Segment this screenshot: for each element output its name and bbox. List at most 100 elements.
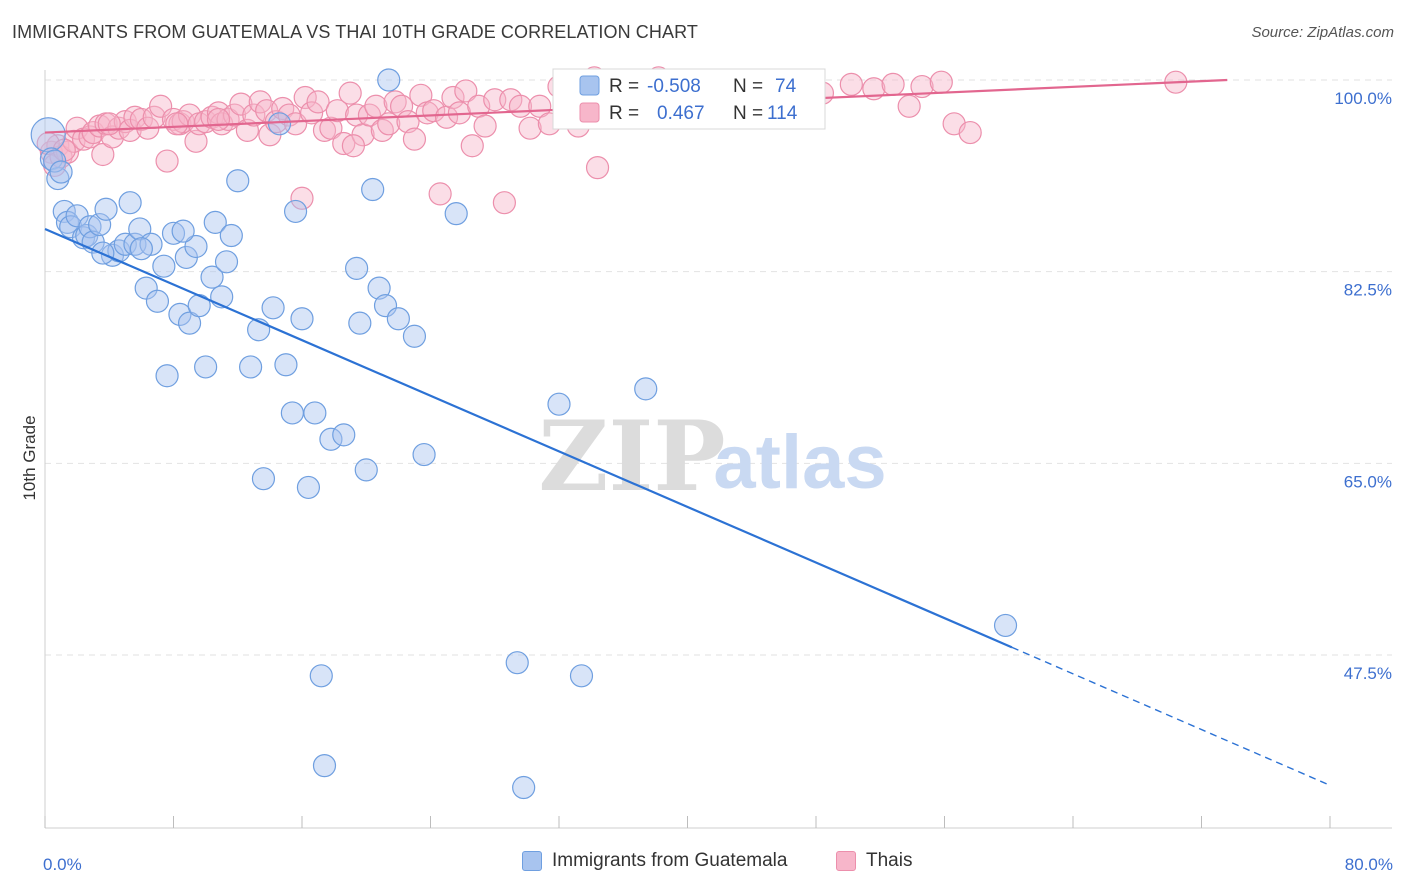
legend-r-label-guatemala: R =	[609, 76, 639, 97]
guatemala-point	[303, 401, 327, 425]
series-legend: Immigrants from Guatemala Thais	[0, 850, 1406, 880]
thais-point	[206, 107, 231, 132]
thais-point	[454, 79, 478, 103]
thais-point	[283, 112, 308, 136]
guatemala-point	[319, 427, 343, 451]
thais-point	[293, 85, 317, 110]
guatemala-point	[444, 202, 468, 226]
guatemala-point	[214, 250, 239, 274]
guatemala-point	[200, 265, 224, 289]
thais-point	[441, 85, 465, 110]
guatemala-point	[361, 177, 385, 202]
guatemala-point	[367, 276, 391, 300]
thais-point	[910, 74, 934, 99]
guatemala-point	[634, 377, 658, 401]
y-tick-label: 100.0%	[1334, 89, 1392, 108]
guatemala-point	[155, 364, 179, 388]
legend-r-label-thais: R =	[609, 103, 639, 124]
guatemala-point	[49, 160, 73, 184]
guatemala-point	[123, 232, 147, 256]
guatemala-point	[168, 302, 192, 326]
guatemala-point	[46, 166, 70, 191]
thais-point	[383, 90, 407, 114]
guatemala-point	[386, 307, 410, 331]
y-tick-label: 65.0%	[1344, 472, 1392, 491]
y-tick-label: 47.5%	[1344, 664, 1392, 683]
thais-point	[460, 134, 484, 158]
legend-item-thais: Thais	[836, 850, 912, 872]
thais-point	[881, 72, 905, 96]
thais-point	[332, 131, 356, 156]
thais-point	[184, 129, 208, 153]
thais-point	[585, 156, 610, 180]
legend-swatch-guatemala	[579, 75, 600, 96]
guatemala-point	[267, 112, 292, 136]
guatemala-point	[312, 754, 337, 778]
guatemala-point	[239, 355, 263, 379]
x-tick-label: 0.0%	[43, 855, 82, 874]
legend-swatch-thais	[579, 102, 600, 123]
series-thais-points	[36, 66, 1188, 215]
x-tick-label: 80.0%	[1345, 855, 1393, 874]
axes	[44, 70, 1392, 829]
guatemala-point	[569, 664, 594, 688]
thais-point	[518, 116, 542, 140]
thais-point	[473, 114, 497, 138]
thais-point	[155, 149, 179, 173]
thais-point	[306, 90, 330, 114]
thais-point	[492, 191, 516, 215]
stats-legend: R = -0.508 N = 74 R = 0.467 N = 114	[552, 68, 826, 130]
guatemala-point	[412, 442, 436, 467]
guatemala-point	[280, 401, 304, 425]
thais-point	[325, 99, 349, 123]
guatemala-point	[290, 307, 314, 331]
guatemala-point	[377, 68, 401, 92]
thais-point	[862, 77, 886, 101]
legend-n-value-guatemala: 74	[775, 76, 797, 97]
guatemala-point	[345, 256, 369, 280]
guatemala-point	[512, 775, 536, 800]
guatemala-point	[177, 311, 202, 335]
thais-point	[341, 134, 365, 158]
guatemala-point	[219, 223, 243, 248]
thais-point	[290, 186, 314, 210]
guatemala-point	[88, 212, 112, 237]
legend-label-thais: Thais	[866, 850, 913, 871]
legend-label-guatemala: Immigrants from Guatemala	[552, 850, 788, 871]
legend-item-guatemala: Immigrants from Guatemala	[522, 850, 787, 872]
guatemala-point	[283, 199, 308, 224]
guatemala-point	[226, 169, 250, 193]
guatemala-point	[30, 117, 66, 153]
guatemala-point	[296, 475, 321, 500]
x-tick-labels: 0.0% 80.0%	[43, 855, 1393, 874]
thais-point	[91, 142, 115, 167]
watermark-zip: ZIP	[538, 400, 725, 513]
legend-n-value-thais: 114	[767, 103, 798, 124]
legend-color-guatemala	[522, 851, 542, 871]
guatemala-point	[118, 191, 142, 215]
guatemala-point	[161, 221, 186, 245]
guatemala-point	[547, 392, 571, 416]
y-axis-label: 10th Grade	[20, 415, 39, 500]
thais-point	[428, 182, 452, 206]
guatemala-trend-line	[44, 227, 1013, 649]
thais-point	[338, 81, 362, 105]
chart-title: IMMIGRANTS FROM GUATEMALA VS THAI 10TH G…	[12, 22, 698, 42]
thais-point	[402, 127, 427, 151]
source-credit: Source: ZipAtlas.com	[1251, 24, 1394, 41]
thais-point	[897, 94, 921, 118]
guatemala-point	[354, 458, 378, 482]
guatemala-point	[348, 311, 372, 335]
guatemala-point	[505, 651, 529, 675]
watermark-atlas: atlas	[713, 420, 886, 505]
guatemala-point	[171, 219, 195, 243]
guatemala-point	[402, 324, 427, 348]
thais-point	[370, 118, 394, 142]
guatemala-point	[203, 210, 227, 234]
thais-point	[319, 116, 343, 140]
thais-point	[958, 120, 982, 145]
guatemala-point	[43, 149, 67, 173]
guatemala-point	[194, 355, 218, 379]
thais-point	[165, 112, 189, 136]
guatemala-point	[261, 296, 285, 320]
